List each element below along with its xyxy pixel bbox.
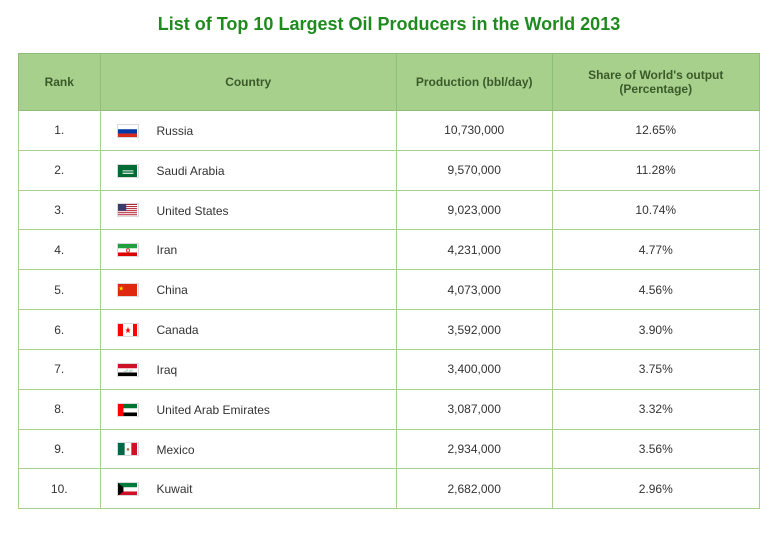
cell-country: United States: [100, 190, 396, 230]
page-title: List of Top 10 Largest Oil Producers in …: [18, 14, 760, 35]
cell-country: Iran: [100, 230, 396, 270]
kw-flag-icon: [117, 482, 139, 496]
cell-country: Canada: [100, 310, 396, 350]
table-row: 10. Kuwait 2,682,0002.96%: [19, 469, 760, 509]
cell-production: 2,682,000: [396, 469, 552, 509]
cell-rank: 6.: [19, 310, 101, 350]
cell-share: 4.56%: [552, 270, 760, 310]
cell-rank: 3.: [19, 190, 101, 230]
cell-share: 3.32%: [552, 389, 760, 429]
sa-flag-icon: [117, 164, 139, 178]
table-row: 3. United States 9,023,00010.74%: [19, 190, 760, 230]
cell-share: 3.75%: [552, 349, 760, 389]
cell-production: 3,400,000: [396, 349, 552, 389]
cell-share: 3.90%: [552, 310, 760, 350]
table-row: 2. Saudi Arabia 9,570,00011.28%: [19, 150, 760, 190]
cell-rank: 8.: [19, 389, 101, 429]
cn-flag-icon: [117, 283, 139, 297]
ae-flag-icon: [117, 403, 139, 417]
cell-share: 4.77%: [552, 230, 760, 270]
table-row: 9. Mexico 2,934,0003.56%: [19, 429, 760, 469]
country-name: Mexico: [157, 442, 195, 456]
country-name: Russia: [157, 124, 194, 138]
table-header-row: Rank Country Production (bbl/day) Share …: [19, 54, 760, 111]
col-rank: Rank: [19, 54, 101, 111]
ca-flag-icon: [117, 323, 139, 337]
cell-production: 3,592,000: [396, 310, 552, 350]
oil-producers-table: Rank Country Production (bbl/day) Share …: [18, 53, 760, 509]
cell-share: 12.65%: [552, 111, 760, 151]
cell-country: Kuwait: [100, 469, 396, 509]
cell-rank: 7.: [19, 349, 101, 389]
cell-rank: 5.: [19, 270, 101, 310]
country-name: Canada: [157, 323, 199, 337]
cell-rank: 9.: [19, 429, 101, 469]
country-name: China: [157, 283, 188, 297]
cell-country: Mexico: [100, 429, 396, 469]
country-name: Iran: [157, 243, 178, 257]
cell-share: 10.74%: [552, 190, 760, 230]
cell-production: 4,073,000: [396, 270, 552, 310]
cell-share: 2.96%: [552, 469, 760, 509]
cell-production: 9,570,000: [396, 150, 552, 190]
country-name: United States: [157, 203, 229, 217]
table-row: 8. United Arab Emirates 3,087,0003.32%: [19, 389, 760, 429]
table-row: 4. Iran 4,231,0004.77%: [19, 230, 760, 270]
cell-rank: 1.: [19, 111, 101, 151]
cell-rank: 2.: [19, 150, 101, 190]
cell-rank: 4.: [19, 230, 101, 270]
cell-share: 11.28%: [552, 150, 760, 190]
col-country: Country: [100, 54, 396, 111]
cell-share: 3.56%: [552, 429, 760, 469]
cell-country: Russia: [100, 111, 396, 151]
country-name: Kuwait: [157, 482, 193, 496]
mx-flag-icon: [117, 442, 139, 456]
table-row: 5. China 4,073,0004.56%: [19, 270, 760, 310]
country-name: Saudi Arabia: [157, 164, 225, 178]
cell-production: 9,023,000: [396, 190, 552, 230]
ru-flag-icon: [117, 124, 139, 138]
cell-country: الله أكبر Iraq: [100, 349, 396, 389]
cell-country: United Arab Emirates: [100, 389, 396, 429]
country-name: Iraq: [157, 363, 178, 377]
cell-production: 2,934,000: [396, 429, 552, 469]
col-production: Production (bbl/day): [396, 54, 552, 111]
col-share: Share of World's output (Percentage): [552, 54, 760, 111]
cell-production: 4,231,000: [396, 230, 552, 270]
table-row: 1. Russia 10,730,00012.65%: [19, 111, 760, 151]
table-row: 7. الله أكبر Iraq 3,400,0003.75%: [19, 349, 760, 389]
cell-production: 3,087,000: [396, 389, 552, 429]
country-name: United Arab Emirates: [157, 403, 270, 417]
table-row: 6. Canada 3,592,0003.90%: [19, 310, 760, 350]
cell-country: China: [100, 270, 396, 310]
ir-flag-icon: [117, 243, 139, 257]
cell-rank: 10.: [19, 469, 101, 509]
cell-country: Saudi Arabia: [100, 150, 396, 190]
iq-flag-icon: الله أكبر: [117, 363, 139, 377]
us-flag-icon: [117, 203, 139, 217]
cell-production: 10,730,000: [396, 111, 552, 151]
